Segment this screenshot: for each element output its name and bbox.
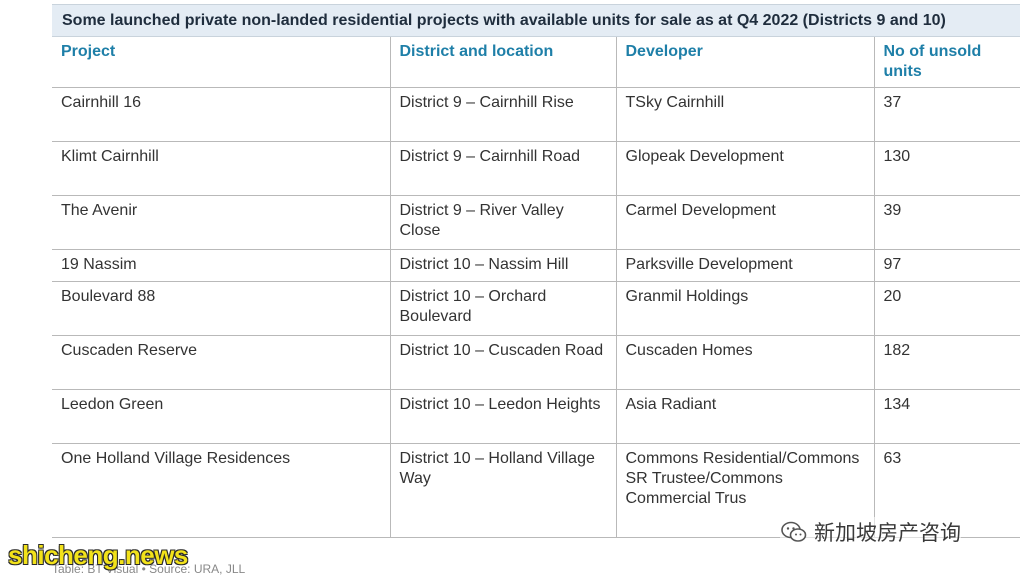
- cell-unsold-units: 37: [873, 87, 1020, 142]
- cell-unsold-units: 182: [873, 335, 1020, 390]
- cell-project: 19 Nassim: [52, 249, 391, 282]
- cell-district: District 9 – River Valley Close: [389, 195, 617, 250]
- unsold-units-table: Project District and location Developer …: [52, 37, 1020, 538]
- cell-project: Boulevard 88: [52, 281, 391, 336]
- table-row: Klimt Cairnhill District 9 – Cairnhill R…: [52, 141, 1020, 196]
- cell-unsold-units: 130: [873, 141, 1020, 196]
- table-row: Leedon Green District 10 – Leedon Height…: [52, 389, 1020, 444]
- table-title: Some launched private non-landed residen…: [52, 4, 1020, 37]
- site-watermark: shicheng.news: [8, 540, 188, 570]
- table-row: Boulevard 88 District 10 – Orchard Boule…: [52, 281, 1020, 336]
- cell-project: Cuscaden Reserve: [52, 335, 391, 390]
- source-caption: Table: BT Visual • Source: URA, JLL: [52, 562, 246, 576]
- cell-developer: Asia Radiant: [615, 389, 875, 444]
- wechat-icon: [781, 521, 807, 542]
- cell-project: Cairnhill 16: [52, 87, 391, 142]
- table-header-row: Project District and location Developer …: [52, 37, 1020, 88]
- column-header-unsold-units: No of unsold units: [873, 37, 1020, 88]
- cell-unsold-units: 20: [873, 281, 1020, 336]
- cell-unsold-units: 134: [873, 389, 1020, 444]
- cell-district: District 10 – Holland Village Way: [389, 443, 617, 538]
- cell-developer: Granmil Holdings: [615, 281, 875, 336]
- cell-developer: Carmel Development: [615, 195, 875, 250]
- cell-project: The Avenir: [52, 195, 391, 250]
- column-header-district: District and location: [389, 37, 617, 88]
- cell-unsold-units: 97: [873, 249, 1020, 282]
- cell-district: District 10 – Nassim Hill: [389, 249, 617, 282]
- wechat-account-name: 新加坡房产咨询: [814, 522, 961, 545]
- cell-district: District 9 – Cairnhill Road: [389, 141, 617, 196]
- table-row: Cuscaden Reserve District 10 – Cuscaden …: [52, 335, 1020, 390]
- cell-district: District 10 – Leedon Heights: [389, 389, 617, 444]
- cell-project: Leedon Green: [52, 389, 391, 444]
- table-row: Cairnhill 16 District 9 – Cairnhill Rise…: [52, 87, 1020, 142]
- cell-project: One Holland Village Residences: [52, 443, 391, 538]
- column-header-project: Project: [52, 37, 391, 88]
- table-row: 19 Nassim District 10 – Nassim Hill Park…: [52, 249, 1020, 282]
- cell-district: District 10 – Orchard Boulevard: [389, 281, 617, 336]
- cell-project: Klimt Cairnhill: [52, 141, 391, 196]
- cell-developer: Cuscaden Homes: [615, 335, 875, 390]
- cell-unsold-units: 39: [873, 195, 1020, 250]
- wechat-watermark: 新加坡房产咨询: [780, 517, 961, 547]
- cell-developer: TSky Cairnhill: [615, 87, 875, 142]
- table-row: The Avenir District 9 – River Valley Clo…: [52, 195, 1020, 250]
- cell-developer: Glopeak Development: [615, 141, 875, 196]
- cell-district: District 9 – Cairnhill Rise: [389, 87, 617, 142]
- cell-district: District 10 – Cuscaden Road: [389, 335, 617, 390]
- column-header-developer: Developer: [615, 37, 875, 88]
- cell-developer: Parksville Development: [615, 249, 875, 282]
